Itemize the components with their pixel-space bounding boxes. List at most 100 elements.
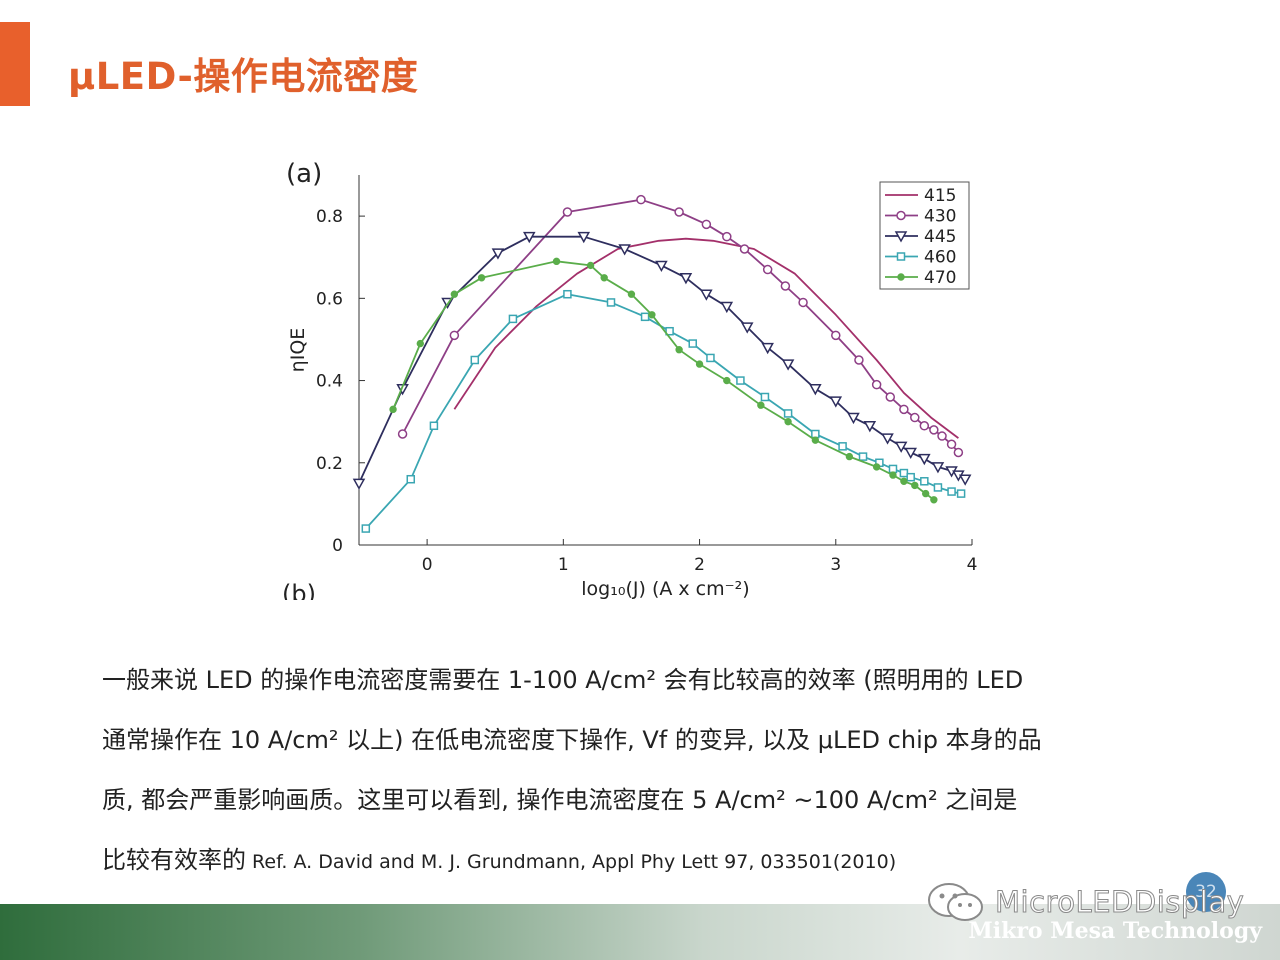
wechat-icon — [928, 883, 983, 921]
body-line-4-main: 比较有效率的 — [102, 846, 246, 874]
watermark: MicroLEDDisplay — [925, 880, 1244, 924]
x-tick-label: 0 — [422, 555, 433, 575]
data-point-430 — [739, 244, 750, 254]
data-point-430 — [899, 404, 909, 415]
y-tick-label: 0 — [332, 536, 343, 556]
data-point-470 — [450, 290, 459, 298]
data-point-430 — [780, 281, 791, 291]
data-point-430 — [831, 330, 841, 341]
data-point-460 — [838, 442, 847, 451]
body-line-2: 通常操作在 10 A/cm² 以上) 在低电流密度下操作, Vf 的变异, 以及… — [102, 726, 1042, 754]
data-point-445 — [720, 301, 734, 314]
data-point-445 — [881, 433, 894, 445]
data-point-460 — [858, 452, 868, 461]
legend-marker-445 — [894, 231, 908, 243]
data-point-430 — [798, 297, 808, 308]
data-point-445 — [958, 474, 972, 486]
data-point-445 — [740, 322, 754, 334]
series-line-415 — [453, 237, 959, 439]
data-point-430 — [674, 207, 684, 217]
data-point-445 — [918, 453, 931, 466]
footer-band — [0, 904, 1280, 960]
x-axis-label: log₁₀(J) (A x cm⁻²) — [581, 578, 749, 600]
data-point-470 — [845, 452, 854, 461]
y-tick-label: 0.4 — [316, 372, 343, 392]
data-point-460 — [888, 464, 898, 474]
data-point-460 — [640, 312, 650, 322]
legend-label-445: 445 — [924, 227, 956, 247]
data-point-430 — [397, 429, 408, 439]
data-point-470 — [757, 401, 765, 409]
y-tick-label: 0.2 — [316, 454, 343, 474]
legend-label-430: 430 — [924, 207, 956, 227]
data-point-430 — [871, 379, 882, 390]
data-point-470 — [627, 290, 636, 298]
data-point-430 — [910, 412, 920, 423]
data-point-470 — [477, 274, 486, 282]
data-point-445 — [931, 462, 945, 474]
data-point-430 — [953, 447, 964, 458]
data-point-460 — [706, 353, 715, 363]
data-point-470 — [930, 496, 938, 504]
data-point-470 — [416, 339, 425, 348]
data-point-460 — [956, 489, 966, 498]
data-point-460 — [736, 376, 745, 385]
data-point-460 — [563, 289, 572, 299]
data-point-470 — [586, 261, 595, 270]
y-tick-label: 0.8 — [316, 207, 343, 227]
slide-title: μLED-操作电流密度 — [68, 55, 419, 98]
x-tick-label: 2 — [694, 555, 705, 575]
data-point-470 — [389, 405, 397, 414]
body-paragraph: 一般来说 LED 的操作电流密度需要在 1-100 A/cm² 会有比较高的效率… — [102, 650, 1182, 892]
data-point-460 — [665, 326, 674, 336]
data-point-445 — [352, 478, 366, 490]
data-point-460 — [429, 421, 439, 431]
data-point-460 — [508, 314, 518, 324]
data-point-460 — [906, 472, 915, 482]
data-point-470 — [811, 436, 820, 444]
data-point-460 — [783, 409, 793, 418]
data-point-430 — [854, 355, 864, 365]
data-point-470 — [552, 257, 561, 266]
data-point-460 — [811, 429, 820, 439]
body-line-3: 质, 都会严重影响画质。这里可以看到, 操作电流密度在 5 A/cm² ~100… — [102, 786, 1018, 814]
body-line-1: 一般来说 LED 的操作电流密度需要在 1-100 A/cm² 会有比较高的效率… — [102, 666, 1024, 694]
data-point-460 — [470, 355, 480, 365]
iqe-vs-current-density-chart: 0 0.2 0.4 0.6 0.8 0 1 2 3 4 (a) (b) log₁₀(J) (A x cm… — [282, 159, 977, 600]
data-point-470 — [921, 489, 930, 498]
data-point-460 — [688, 339, 697, 348]
data-point-460 — [606, 298, 616, 307]
reference-citation: Ref. A. David and M. J. Grundmann, Appl … — [246, 851, 897, 873]
data-point-460 — [933, 483, 943, 492]
data-point-445 — [829, 396, 843, 408]
data-point-470 — [648, 311, 656, 319]
data-point-470 — [600, 274, 608, 282]
data-point-430 — [722, 231, 732, 242]
legend-marker-430 — [896, 210, 906, 221]
data-point-460 — [406, 474, 416, 484]
legend-marker-460 — [896, 252, 906, 261]
data-point-470 — [784, 417, 792, 426]
data-point-445 — [618, 244, 631, 256]
company-name: Mikro Mesa Technology — [968, 918, 1262, 944]
data-point-470 — [889, 471, 897, 479]
watermark-text: MicroLEDDisplay — [994, 885, 1245, 920]
data-point-445 — [761, 342, 774, 355]
series-line-445 — [358, 235, 966, 484]
data-point-460 — [899, 468, 909, 478]
legend-marker-470 — [897, 273, 905, 281]
data-point-460 — [760, 392, 770, 402]
y-tick-label: 0.6 — [316, 289, 343, 309]
data-point-445 — [679, 273, 693, 285]
series-line-470 — [392, 260, 935, 501]
data-point-430 — [919, 421, 930, 431]
page-number-badge: 32 — [1186, 872, 1226, 912]
data-point-445 — [904, 447, 917, 460]
panel-label: (a) — [286, 159, 322, 189]
data-point-430 — [762, 264, 773, 275]
legend-label-470: 470 — [924, 268, 956, 288]
data-point-430 — [562, 207, 573, 217]
data-point-470 — [695, 360, 704, 368]
data-point-445 — [577, 231, 591, 244]
data-point-470 — [872, 463, 881, 471]
